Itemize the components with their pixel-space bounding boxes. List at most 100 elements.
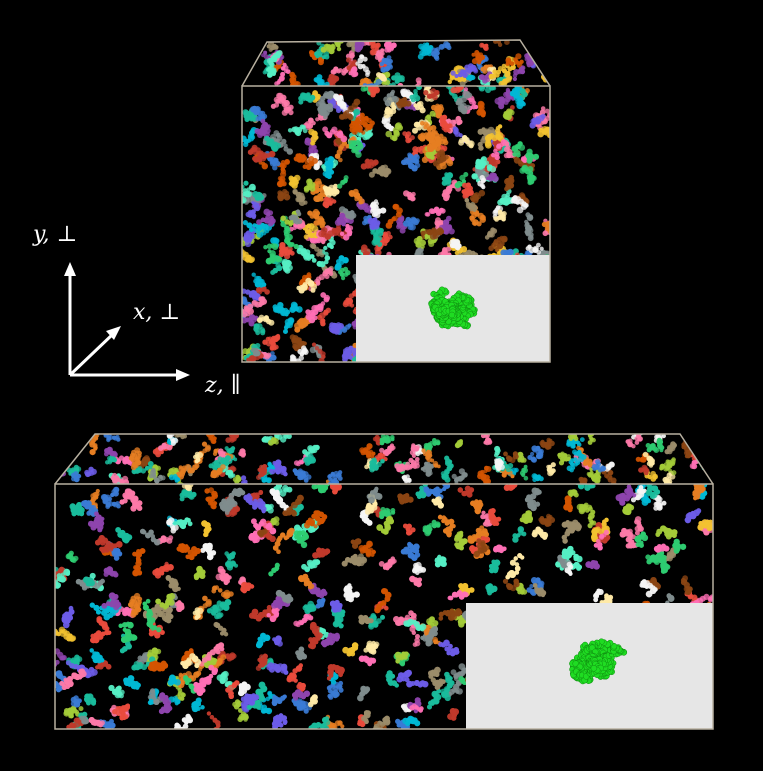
bead: [527, 244, 532, 249]
bead: [374, 55, 380, 60]
bead: [272, 145, 279, 151]
bead: [308, 128, 315, 136]
bead: [242, 200, 243, 202]
bead: [468, 143, 474, 149]
bead: [437, 209, 442, 215]
bead: [251, 272, 256, 277]
bead: [290, 355, 297, 362]
bead: [552, 367, 557, 372]
bead: [333, 66, 338, 71]
bead: [250, 209, 256, 215]
bead: [345, 223, 350, 229]
bead: [318, 40, 323, 42]
bead: [322, 126, 328, 133]
bead: [447, 79, 452, 85]
bead: [551, 367, 556, 372]
bead: [489, 232, 495, 238]
bead: [497, 42, 503, 47]
bead: [499, 32, 504, 37]
bead: [420, 132, 425, 138]
bead: [266, 44, 271, 49]
bead: [307, 210, 313, 216]
bead: [276, 80, 281, 85]
bead: [359, 54, 364, 59]
bead: [549, 224, 550, 227]
bead: [318, 357, 325, 362]
bead: [263, 50, 268, 55]
bead: [544, 108, 550, 114]
bead: [323, 114, 328, 120]
bead: [328, 73, 335, 80]
bead: [549, 365, 554, 370]
bead: [532, 49, 537, 55]
bead: [324, 54, 330, 60]
bead: [338, 157, 343, 163]
bead: [537, 51, 543, 58]
bead: [293, 243, 299, 250]
bead: [354, 43, 360, 49]
bead: [318, 231, 325, 238]
bead: [536, 49, 541, 54]
bead: [483, 45, 488, 51]
bead: [230, 250, 236, 256]
bead: [441, 126, 447, 131]
bead: [489, 33, 494, 38]
bead: [321, 81, 325, 86]
bead: [242, 220, 248, 226]
bead: [360, 78, 366, 85]
bead: [385, 168, 391, 174]
bead: [426, 94, 432, 99]
bead: [491, 27, 496, 32]
bead: [420, 244, 425, 249]
bead: [450, 183, 456, 189]
bead: [301, 93, 309, 101]
bead: [554, 74, 558, 78]
bead: [441, 180, 448, 186]
bead: [540, 106, 546, 111]
bead: [476, 80, 480, 84]
bead: [399, 217, 405, 223]
bead: [280, 71, 286, 77]
bead: [320, 46, 327, 53]
bead: [488, 245, 495, 252]
bead: [336, 40, 342, 42]
bead: [552, 368, 556, 372]
bead: [252, 149, 259, 156]
bead: [520, 65, 526, 71]
bead: [500, 139, 507, 145]
bead: [549, 72, 550, 78]
bead: [233, 182, 240, 189]
bead: [259, 300, 265, 306]
bead: [499, 29, 503, 33]
bead: [493, 216, 498, 221]
bead: [349, 123, 355, 129]
bead: [311, 258, 317, 263]
bead: [489, 165, 497, 173]
bead: [303, 234, 309, 240]
bead: [296, 211, 302, 217]
bead: [403, 190, 410, 197]
bead: [504, 73, 509, 78]
bead: [549, 365, 553, 369]
bead: [551, 70, 556, 75]
bead: [461, 70, 466, 75]
bead: [457, 72, 463, 78]
bead: [281, 181, 287, 187]
bead: [497, 199, 504, 206]
bead: [550, 130, 555, 135]
bead: [380, 48, 385, 53]
bead: [385, 222, 393, 229]
bead: [327, 162, 334, 169]
bead: [243, 109, 249, 116]
bead: [324, 255, 331, 261]
bead: [313, 77, 319, 83]
bead: [450, 70, 456, 76]
bead: [290, 304, 298, 311]
bead: [551, 224, 556, 229]
bead: [548, 365, 555, 372]
bead: [419, 50, 425, 56]
bead: [491, 152, 496, 158]
bead: [435, 103, 440, 109]
bead: [423, 90, 429, 96]
bead: [550, 371, 556, 377]
